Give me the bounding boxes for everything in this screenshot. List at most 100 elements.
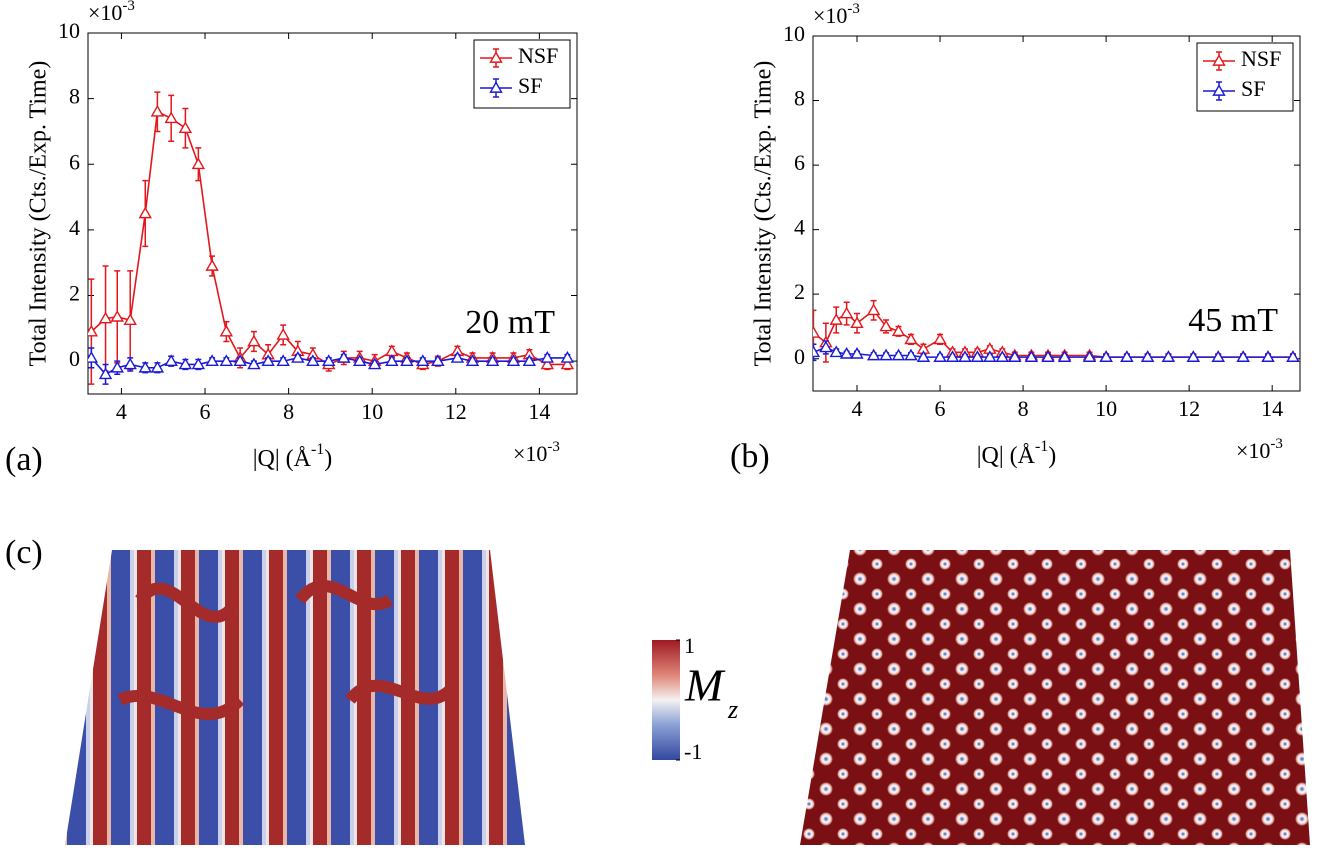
multiplier-exp: -3	[547, 439, 560, 455]
data-point	[385, 344, 399, 357]
x-tick-label: 14	[528, 399, 550, 424]
data-point	[1236, 350, 1250, 362]
data-point	[110, 360, 124, 373]
data-point	[98, 367, 113, 380]
data-point	[933, 350, 947, 362]
data-point	[829, 313, 843, 325]
data-point	[1082, 350, 1097, 362]
data-point	[178, 357, 193, 370]
data-point	[540, 357, 555, 370]
legend-label: SF	[518, 73, 542, 98]
data-point	[1008, 350, 1022, 362]
data-point	[904, 348, 918, 361]
data-point	[205, 259, 219, 271]
data-point	[916, 350, 931, 362]
x-tick-label: 12	[1178, 396, 1200, 421]
x-tick-label: 4	[852, 396, 863, 421]
x-label-sup: -1	[1035, 438, 1048, 455]
data-point	[995, 350, 1010, 362]
plot-frame	[87, 32, 578, 395]
multiplier-base: ×10	[1236, 438, 1270, 463]
data-point	[958, 350, 972, 362]
data-point	[1041, 350, 1055, 362]
data-point	[933, 332, 947, 345]
data-point	[88, 324, 99, 337]
x-tick-label: 14	[1261, 396, 1283, 421]
data-point	[813, 345, 821, 358]
y-tick-label: 10	[783, 21, 805, 46]
data-point	[123, 357, 137, 370]
data-point	[1140, 350, 1155, 362]
y-multiplier: ×10-3	[813, 1, 860, 28]
y-tick-label: 0	[69, 346, 80, 371]
x-tick-label: 12	[445, 399, 467, 424]
data-point	[1261, 350, 1275, 362]
data-point	[560, 357, 575, 370]
labyrinth-domain-image	[65, 550, 525, 845]
data-point	[247, 334, 261, 347]
colorbar-tick-label: -1	[684, 739, 702, 764]
data-point	[879, 348, 893, 361]
x-tick-label: 10	[1095, 396, 1117, 421]
multiplier-base: ×10	[813, 3, 847, 28]
data-point	[291, 350, 305, 363]
plot-area	[813, 299, 1300, 363]
data-point	[164, 111, 178, 124]
data-point	[368, 357, 382, 370]
data-point	[819, 340, 833, 353]
data-point	[560, 350, 575, 363]
data-point	[123, 313, 137, 325]
x-label-end: )	[324, 446, 332, 472]
data-point	[1024, 350, 1039, 362]
data-point	[866, 303, 881, 316]
x-axis-label: |Q| (Å-1)	[977, 438, 1057, 469]
data-point	[400, 354, 414, 367]
x-tick-label: 4	[116, 399, 127, 424]
data-point	[247, 357, 261, 370]
legend-label: NSF	[518, 43, 558, 68]
plot-frame	[812, 35, 1301, 392]
x-label-sup: -1	[311, 441, 324, 458]
y-tick-label: 0	[794, 344, 805, 369]
data-point	[385, 354, 399, 367]
y-tick-label: 8	[69, 84, 80, 109]
data-point	[850, 346, 864, 359]
data-point	[813, 325, 821, 338]
panel-label: (c)	[5, 534, 43, 571]
multiplier-base: ×10	[88, 0, 122, 25]
data-point	[1211, 350, 1225, 362]
data-point	[352, 354, 367, 367]
data-point	[522, 354, 537, 367]
legend-marker	[489, 81, 503, 93]
data-point	[191, 357, 206, 370]
y-tick-label: 2	[794, 279, 805, 304]
y-axis-label: Total Intensity (Cts./Exp. Time)	[26, 61, 52, 367]
data-point	[219, 324, 234, 337]
data-point	[150, 360, 165, 373]
data-point	[431, 354, 445, 367]
data-point	[138, 206, 152, 219]
data-point	[1161, 350, 1176, 362]
data-point	[506, 354, 521, 367]
multiplier-exp: -3	[122, 0, 135, 14]
plot-area	[88, 91, 575, 385]
data-point	[1286, 350, 1300, 362]
panel-label: (a)	[5, 441, 43, 478]
colorbar-label: M	[684, 660, 726, 711]
y-tick-label: 8	[794, 86, 805, 111]
legend-box	[473, 39, 571, 109]
y-tick-label: 4	[794, 215, 805, 240]
data-point	[1057, 350, 1072, 362]
legend-box	[1196, 42, 1294, 112]
x-tick-label: 6	[200, 399, 211, 424]
skyrmion-lattice-image	[800, 550, 1310, 845]
data-point	[219, 354, 234, 367]
colorbar	[652, 640, 680, 760]
data-point	[276, 328, 290, 340]
data-point	[261, 354, 275, 367]
x-label-main: |Q| (Å	[253, 446, 312, 472]
y-multiplier: ×10-3	[88, 0, 135, 25]
colorbar-tick-label: 1	[684, 633, 695, 658]
